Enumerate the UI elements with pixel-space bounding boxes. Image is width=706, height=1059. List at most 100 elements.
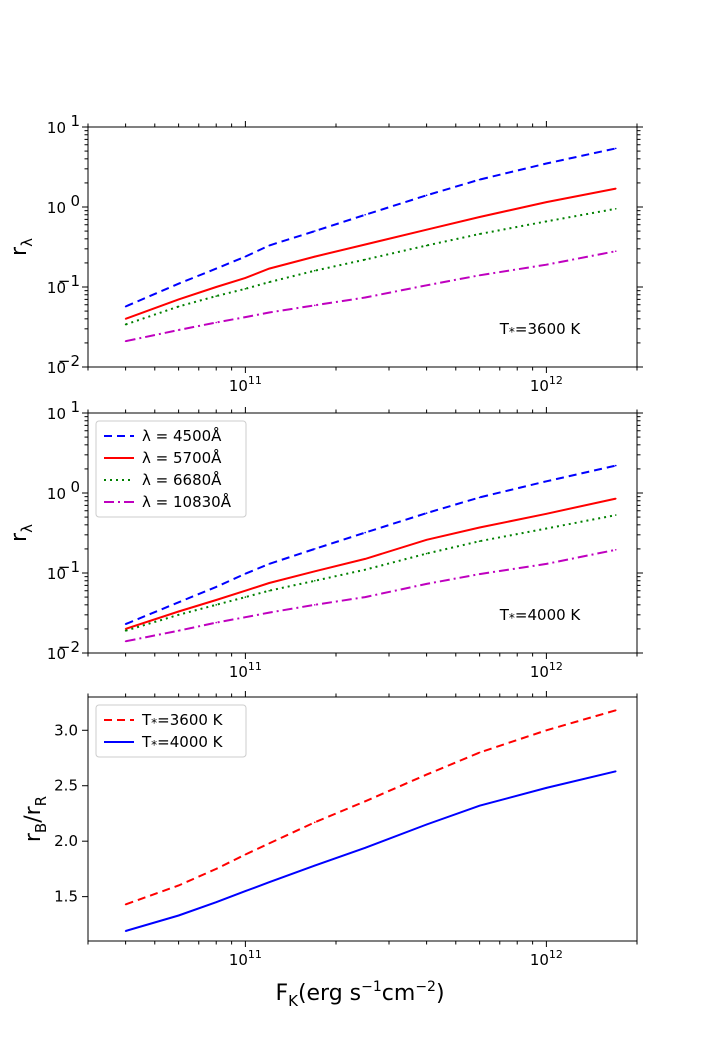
y-axis-label-main: r [7, 246, 32, 256]
y-tick-label-base: 10 [47, 485, 66, 503]
x-tick-label-exp: 12 [549, 660, 563, 673]
data-point [313, 864, 316, 867]
data-point [545, 201, 548, 203]
data-point [614, 548, 617, 551]
data-point [215, 321, 218, 324]
temperature-annotation: T*=3600 K [499, 320, 582, 339]
y-tick-label-exp: −2 [58, 352, 80, 370]
data-point [177, 614, 180, 616]
data-point [244, 589, 247, 592]
y-axis-label-rest: /r [21, 805, 46, 822]
y-tick-label-exp: 1 [70, 398, 80, 416]
x-axis-label-sup1: −1 [361, 979, 382, 995]
y-tick-label-exp: 0 [70, 478, 80, 496]
data-point [364, 296, 366, 299]
legend-label-value: 6680Å [173, 470, 222, 489]
series-line-green [125, 207, 616, 326]
data-point [177, 298, 180, 301]
data-point [425, 539, 428, 541]
data-point [244, 596, 247, 598]
data-point [364, 596, 366, 598]
series-line-magenta [125, 548, 616, 643]
y-tick-label-exp: −2 [58, 638, 80, 656]
x-tick-label: 1012 [530, 948, 563, 969]
x-tick-label: 1012 [530, 374, 563, 395]
y-axis-label-sub2: R [32, 796, 50, 806]
data-point [614, 147, 617, 150]
data-point [364, 243, 366, 246]
data-point [425, 552, 428, 555]
x-tick-label-base: 10 [530, 951, 549, 969]
data-point [614, 464, 617, 467]
data-point [545, 480, 548, 483]
annotation-rest: =4000 K [515, 606, 582, 624]
data-point [425, 823, 428, 826]
data-point [614, 514, 617, 516]
data-point [545, 512, 548, 515]
y-tick-label-base: 10 [47, 279, 66, 297]
panel-frame [87, 126, 638, 368]
data-point [177, 629, 180, 632]
data-point [478, 216, 481, 218]
data-point [364, 847, 366, 849]
y-tick-label-exp: 1 [70, 112, 80, 130]
data-point [124, 323, 127, 326]
data-point [268, 244, 271, 247]
x-axis-label-unit-close: ) [436, 981, 445, 1006]
data-point [478, 178, 481, 181]
data-point [215, 604, 218, 606]
series-line-magenta [125, 250, 616, 343]
x-tick-label-base: 10 [229, 951, 248, 969]
x-tick-label: 1011 [229, 660, 262, 681]
data-point [268, 281, 271, 283]
data-point [268, 582, 271, 584]
x-axis-label-unit-mid: cm [382, 981, 416, 1006]
series-line-blue [125, 464, 617, 626]
y-tick-label-base: 10 [47, 199, 66, 217]
data-point [124, 628, 127, 630]
series-line-red [125, 187, 616, 320]
x-tick-label-exp: 11 [248, 660, 262, 673]
legend-label: T*=3600 K [141, 711, 224, 730]
panel-frame [87, 696, 638, 942]
data-point [545, 220, 548, 223]
data-point [545, 162, 548, 165]
data-point [268, 881, 271, 884]
y-axis-label-sub: λ [18, 524, 36, 533]
data-point [313, 579, 316, 582]
legend-label-value: 4500Å [173, 426, 222, 445]
data-point [545, 527, 548, 530]
data-point [364, 558, 366, 560]
x-tick-label-base: 10 [530, 377, 549, 395]
data-point [425, 583, 428, 585]
data-point [545, 563, 548, 565]
data-point [124, 629, 127, 632]
y-axis-label: rλ [7, 524, 36, 542]
x-tick-label: 1011 [229, 948, 262, 969]
data-point [215, 868, 218, 870]
series-line-blue [125, 147, 617, 308]
data-point [364, 258, 366, 261]
data-point [124, 623, 127, 625]
legend-label-sub: * [151, 738, 157, 752]
y-axis-label: rB/rR [21, 796, 50, 842]
data-point [268, 611, 271, 614]
data-point [478, 496, 481, 499]
data-point [313, 570, 316, 573]
annotation-sub: * [509, 325, 515, 339]
legend-label-prefix: λ = [142, 471, 173, 489]
data-point [268, 267, 271, 270]
data-point [244, 277, 247, 279]
y-tick-label-base: 10 [47, 565, 66, 583]
y-tick-label: 10 [47, 565, 66, 583]
y-tick-label: 2.0 [54, 832, 78, 850]
y-tick-label-base: 10 [47, 119, 66, 137]
legend-label-prefix: T [141, 733, 152, 751]
data-point [364, 800, 366, 803]
data-point [614, 250, 617, 253]
data-point [124, 640, 127, 643]
x-axis-label-unit-open: (erg s [298, 981, 361, 1006]
data-point [614, 770, 617, 773]
